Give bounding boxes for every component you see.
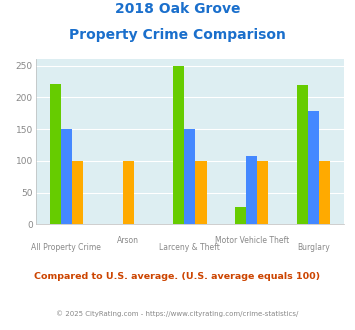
Bar — [173, 66, 184, 224]
Text: Larceny & Theft: Larceny & Theft — [159, 244, 220, 252]
Bar — [319, 161, 330, 224]
Text: Arson: Arson — [117, 236, 139, 245]
Text: Compared to U.S. average. (U.S. average equals 100): Compared to U.S. average. (U.S. average … — [34, 272, 321, 281]
Bar — [235, 207, 246, 224]
Text: Property Crime Comparison: Property Crime Comparison — [69, 28, 286, 42]
Bar — [184, 129, 196, 224]
Bar — [297, 85, 308, 224]
Bar — [196, 161, 207, 224]
Text: © 2025 CityRating.com - https://www.cityrating.com/crime-statistics/: © 2025 CityRating.com - https://www.city… — [56, 310, 299, 317]
Bar — [50, 83, 61, 224]
Bar — [61, 129, 72, 224]
Text: Motor Vehicle Theft: Motor Vehicle Theft — [215, 236, 289, 245]
Text: Burglary: Burglary — [297, 244, 330, 252]
Bar — [72, 161, 83, 224]
Bar — [308, 112, 319, 224]
Text: 2018 Oak Grove: 2018 Oak Grove — [115, 2, 240, 16]
Bar — [246, 156, 257, 224]
Bar — [122, 161, 133, 224]
Text: All Property Crime: All Property Crime — [31, 244, 101, 252]
Bar — [257, 161, 268, 224]
